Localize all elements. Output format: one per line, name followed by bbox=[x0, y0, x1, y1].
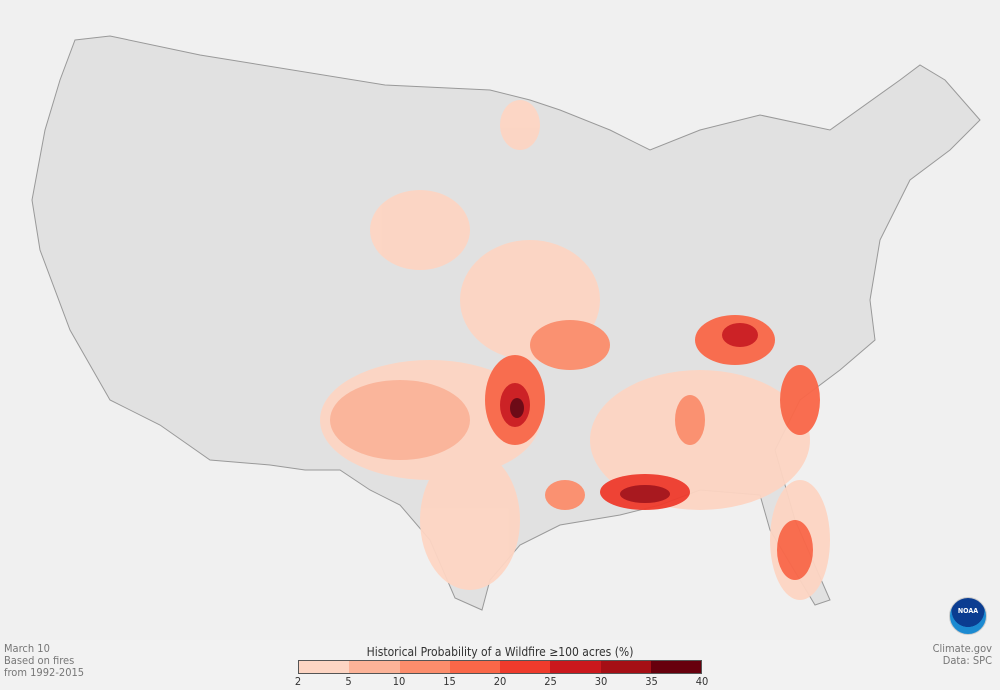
legend-swatch bbox=[550, 661, 601, 673]
credit-site: Climate.gov bbox=[932, 642, 992, 655]
legend-tick: 40 bbox=[695, 675, 709, 688]
caption: March 10 Based on fires from 1992-2015 bbox=[4, 643, 84, 679]
legend-swatch bbox=[399, 661, 450, 673]
credit: Climate.gov Data: SPC bbox=[933, 643, 992, 667]
legend-swatch bbox=[650, 661, 701, 673]
wildfire-probability-map bbox=[31, 35, 981, 611]
legend-colorbar bbox=[298, 660, 702, 674]
legend-swatch bbox=[349, 661, 400, 673]
legend-tick: 15 bbox=[443, 675, 456, 688]
legend-tick: 25 bbox=[544, 675, 557, 688]
credit-data: Data: SPC bbox=[942, 654, 992, 667]
legend-swatch bbox=[449, 661, 500, 673]
legend-tick: 2 bbox=[294, 675, 302, 688]
legend-tick: 20 bbox=[493, 675, 507, 688]
legend-swatch bbox=[600, 661, 651, 673]
caption-line: from 1992-2015 bbox=[4, 666, 85, 679]
noaa-logo: NOAA bbox=[949, 597, 987, 635]
legend-tick: 10 bbox=[392, 675, 406, 688]
caption-line: Based on fires bbox=[4, 654, 75, 667]
caption-date: March 10 bbox=[4, 642, 50, 655]
probability-shading bbox=[320, 100, 830, 600]
legend-tick: 35 bbox=[645, 675, 658, 688]
logo-text: NOAA bbox=[957, 607, 979, 615]
legend-tick: 30 bbox=[594, 675, 608, 688]
legend-tick: 5 bbox=[345, 675, 352, 688]
legend-title: Historical Probability of a Wildfire ≥10… bbox=[366, 645, 634, 659]
legend-swatch bbox=[500, 661, 551, 673]
legend-swatch bbox=[299, 661, 350, 673]
